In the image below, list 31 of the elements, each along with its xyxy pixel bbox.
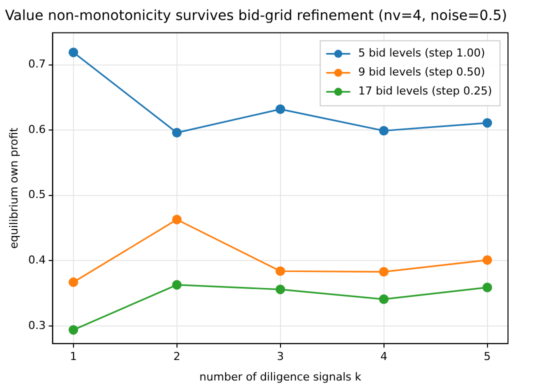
x-tick-label: 3 — [276, 350, 284, 364]
point — [379, 266, 389, 277]
point — [172, 128, 182, 138]
x-tick-label: 4 — [380, 350, 388, 364]
point — [172, 214, 182, 224]
x-tick-label: 1 — [70, 350, 77, 364]
legend-label: 9 bid levels (step 0.50) — [358, 66, 486, 79]
x-tick-label: 2 — [173, 350, 180, 364]
y-tick-label: 0.5 — [28, 188, 46, 202]
y-tick-label: 0.4 — [28, 254, 46, 267]
point — [276, 266, 286, 276]
point — [482, 118, 492, 128]
point — [172, 280, 182, 290]
legend-label: 17 bid levels (step 0.25) — [358, 84, 492, 98]
point — [68, 325, 78, 335]
chart-title: Value non-monotonicity survives bid-grid refinement (nv=4, noise=0.5) — [4, 8, 508, 24]
y-tick-label: 0.7 — [28, 58, 46, 71]
point — [482, 255, 492, 265]
point — [482, 282, 492, 292]
point — [68, 277, 78, 288]
x-axis-title: number of diligence signals k — [199, 370, 362, 384]
y-axis-title: equilibrium own profit — [7, 126, 20, 249]
point — [379, 294, 389, 304]
point — [276, 284, 286, 294]
point — [379, 126, 389, 136]
y-tick-label: 0.6 — [28, 122, 46, 136]
legend-label: 5 bid levels (step 1.00) — [358, 46, 486, 60]
point — [68, 48, 78, 58]
point — [276, 104, 286, 114]
x-tick-label: 5 — [484, 350, 491, 364]
y-tick-label: 0.3 — [28, 318, 46, 332]
